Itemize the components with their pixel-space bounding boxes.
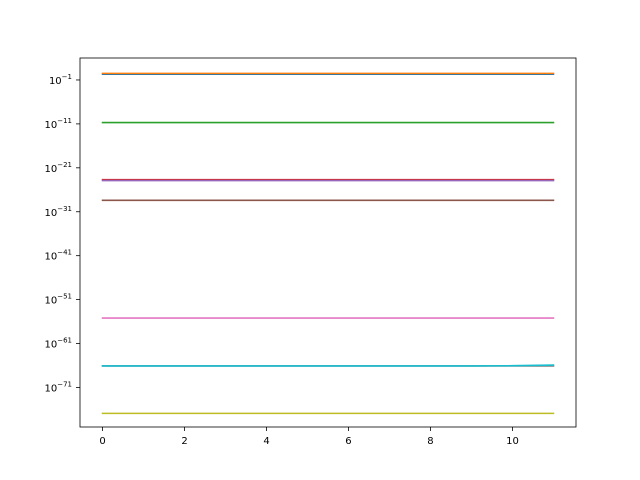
y-tick-exponent: −21	[57, 161, 72, 169]
y-tick-exponent: −71	[57, 380, 72, 388]
y-tick-label: 10−41	[44, 249, 72, 263]
y-tick-exponent: −61	[57, 337, 72, 345]
y-tick-exponent: −51	[57, 293, 72, 301]
y-tick-exponent: −41	[57, 249, 72, 257]
y-tick-base: 10	[44, 252, 57, 263]
x-axis: 0 2 4 6 8 10	[99, 427, 519, 447]
y-tick-exponent: −31	[57, 205, 72, 213]
y-tick-label: 10−21	[44, 161, 72, 175]
x-tick-label: 2	[181, 436, 187, 447]
y-tick-base: 10	[44, 340, 57, 351]
x-tick-label: 6	[345, 436, 351, 447]
y-tick-label: 10−71	[44, 380, 72, 394]
y-tick-label: 10−31	[44, 205, 72, 219]
y-tick-base: 10	[49, 76, 62, 87]
y-tick-exponent: −11	[57, 117, 72, 125]
y-tick-label: 10−1	[49, 73, 72, 87]
series-layer	[101, 72, 555, 415]
y-tick-exponent: −1	[62, 73, 72, 81]
y-tick-base: 10	[44, 164, 57, 175]
x-tick-label: 4	[263, 436, 269, 447]
y-tick-label: 10−61	[44, 337, 72, 351]
y-tick-base: 10	[44, 208, 57, 219]
x-tick-label: 10	[506, 436, 519, 447]
y-tick-base: 10	[44, 383, 57, 394]
y-tick-base: 10	[44, 120, 57, 131]
series-line-10	[101, 364, 555, 367]
x-tick-label: 0	[99, 436, 105, 447]
y-tick-label: 10−11	[44, 117, 72, 131]
y-tick-base: 10	[44, 296, 57, 307]
x-tick-label: 8	[427, 436, 433, 447]
y-tick-label: 10−51	[44, 293, 72, 307]
plot-frame	[79, 57, 577, 428]
